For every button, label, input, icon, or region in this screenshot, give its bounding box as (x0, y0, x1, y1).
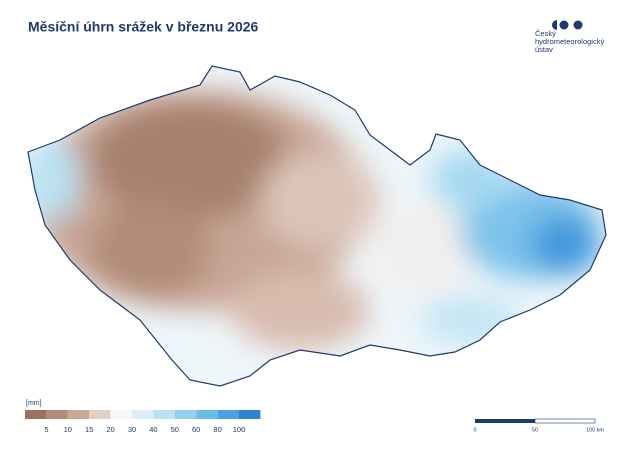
legend-swatch (67, 410, 90, 419)
legend-label: 80 (213, 425, 221, 434)
legend-label: 60 (192, 425, 200, 434)
legend-label: 40 (149, 425, 157, 434)
legend-label: 30 (128, 425, 136, 434)
legend-swatch (46, 410, 68, 419)
scale-bar: 0 50 100 km (473, 418, 604, 433)
logo-icon (559, 20, 569, 30)
logo: Český hydrometeorologický ústav (535, 20, 604, 54)
logo-icon (573, 20, 583, 30)
legend-label: 20 (106, 425, 114, 434)
legend-unit: [mm] (26, 400, 42, 407)
logo-text: Český (535, 29, 556, 38)
legend: 5 10 15 20 30 40 50 60 80 100 (25, 410, 261, 434)
legend-swatch (174, 410, 197, 419)
legend-swatch (132, 410, 154, 419)
scale-segment (475, 419, 535, 423)
legend-swatch (217, 410, 239, 419)
legend-swatch (25, 410, 47, 419)
legend-swatch (153, 410, 175, 419)
scale-label: 50 (532, 427, 538, 433)
legend-swatch (239, 410, 261, 419)
scale-label: 100 km (586, 427, 604, 433)
legend-swatch (110, 410, 132, 419)
legend-label: 5 (44, 425, 48, 434)
legend-swatch (196, 410, 218, 419)
logo-text: hydrometeorologický (535, 37, 604, 46)
legend-swatch (89, 410, 111, 419)
logo-text: ústav (535, 45, 553, 54)
legend-label: 10 (64, 425, 72, 434)
scale-segment (534, 418, 596, 424)
logo-icon (552, 20, 557, 30)
title: Měsíční úhrn srážek v březnu 2026 (28, 19, 259, 35)
precip-field (28, 90, 600, 350)
legend-label: 100 (233, 425, 246, 434)
legend-label: 50 (171, 425, 179, 434)
scale-label: 0 (473, 427, 476, 433)
legend-label: 15 (85, 425, 93, 434)
